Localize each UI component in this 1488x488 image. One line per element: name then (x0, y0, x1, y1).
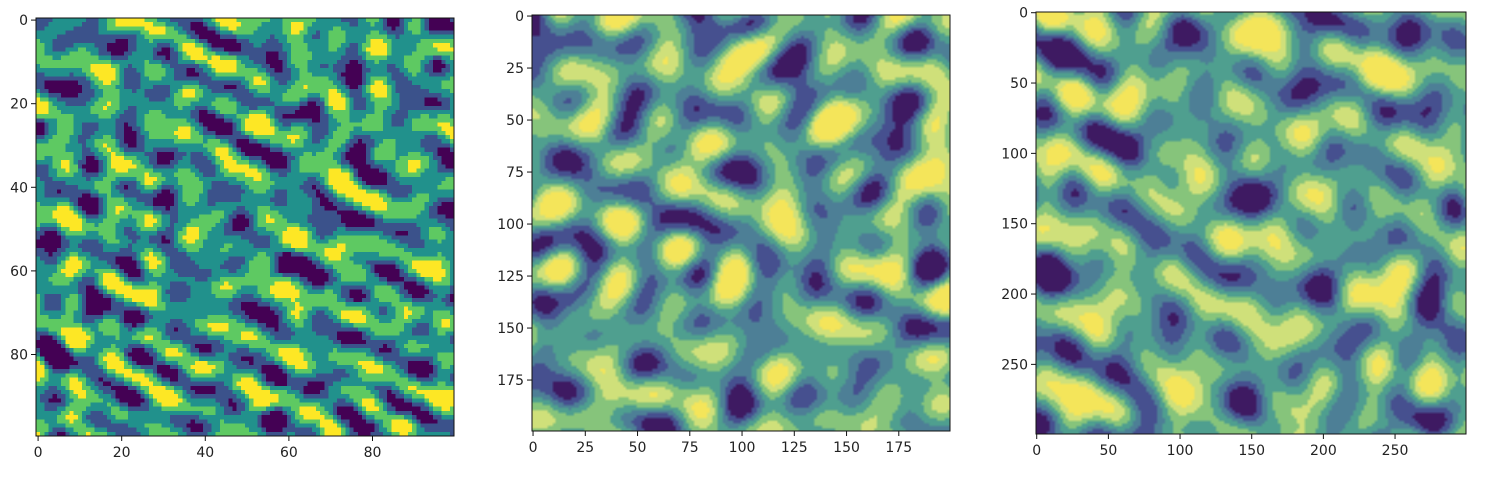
x-tick-label: 150 (833, 440, 860, 456)
x-tick-label: 0 (1032, 443, 1041, 459)
heatmap-image (36, 18, 454, 436)
x-tick-label: 200 (1310, 443, 1337, 459)
y-tick-label: 50 (1010, 76, 1028, 92)
x-tick-label: 175 (885, 440, 912, 456)
y-tick-label: 0 (515, 9, 524, 25)
axes-frame (1035, 11, 1467, 435)
y-tick-label: 175 (497, 373, 524, 389)
x-tick-label: 150 (1238, 443, 1265, 459)
y-tick-label: 250 (1001, 357, 1028, 373)
y-tick-label: 150 (1001, 217, 1028, 233)
y-tick-label: 100 (497, 217, 524, 233)
y-tick-label: 0 (19, 13, 28, 29)
x-tick-label: 75 (681, 440, 699, 456)
x-tick-label: 80 (364, 445, 382, 461)
y-tick-label: 20 (10, 97, 28, 113)
y-tick-label: 60 (10, 264, 28, 280)
heatmap-panel-2: 0 25 50 75 100 125 150 175 0 25 50 75 100 125 150 175 (497, 9, 951, 456)
y-tick-label: 150 (497, 321, 524, 337)
x-tick-label: 0 (529, 440, 538, 456)
y-tick-label: 50 (506, 113, 524, 129)
y-tick-label: 75 (506, 165, 524, 181)
x-tick-label: 40 (196, 445, 214, 461)
heatmap-image (1036, 12, 1466, 434)
x-tick-label: 25 (576, 440, 594, 456)
x-tick-label: 50 (629, 440, 647, 456)
heatmap-panel-3: 0 50 100 150 200 250 0 50 100 150 200 250 (1001, 6, 1467, 459)
x-tick-label: 20 (113, 445, 131, 461)
x-tick-label: 50 (1099, 443, 1117, 459)
y-tick-label: 100 (1001, 146, 1028, 162)
x-tick-label: 0 (34, 445, 43, 461)
x-tick-label: 125 (781, 440, 808, 456)
y-tick-label: 200 (1001, 287, 1028, 303)
heatmap-panel-1: 0 20 40 60 80 0 20 40 60 80 (10, 13, 455, 461)
x-tick-label: 250 (1382, 443, 1409, 459)
x-tick-label: 100 (729, 440, 756, 456)
y-tick-label: 0 (1019, 6, 1028, 22)
axes-frame (35, 17, 455, 437)
x-tick-label: 60 (280, 445, 298, 461)
y-tick-label: 25 (506, 61, 524, 77)
axes-frame (531, 14, 951, 432)
heatmap-image (532, 15, 950, 431)
y-tick-label: 40 (10, 180, 28, 196)
y-tick-label: 125 (497, 269, 524, 285)
x-tick-label: 100 (1167, 443, 1194, 459)
y-tick-label: 80 (10, 347, 28, 363)
